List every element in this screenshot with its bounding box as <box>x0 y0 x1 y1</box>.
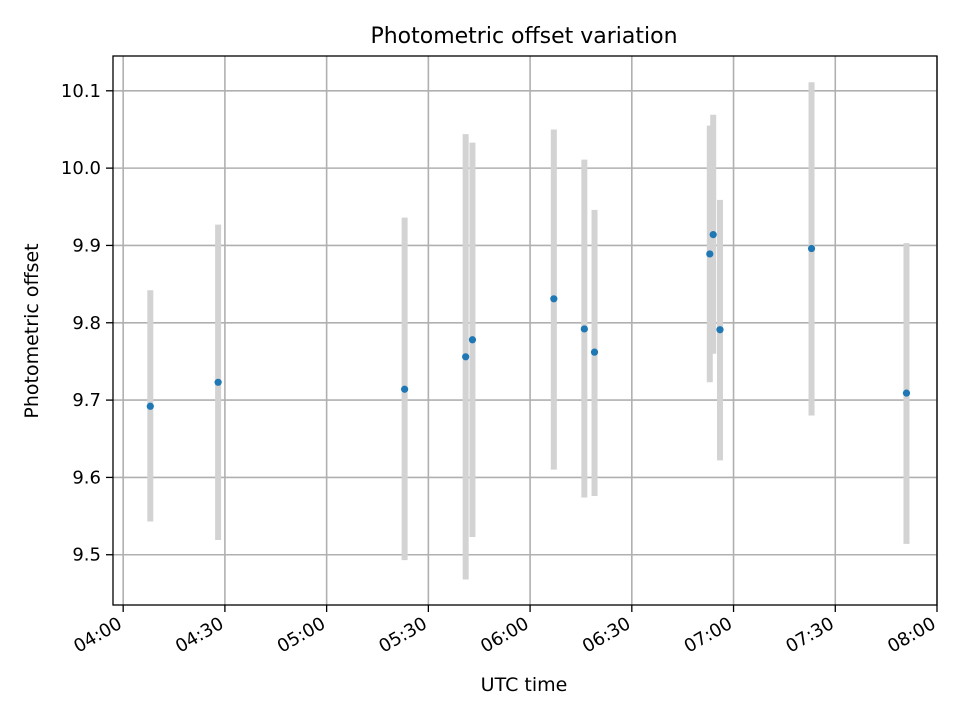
y-tick-label: 10.1 <box>61 81 101 102</box>
data-point <box>590 348 599 356</box>
y-tick-label: 10.0 <box>61 158 101 179</box>
grid-lines <box>113 56 938 605</box>
y-tick-label: 9.5 <box>72 545 101 566</box>
data-point <box>902 389 911 397</box>
data-point <box>706 250 714 258</box>
data-point <box>401 385 409 393</box>
y-axis-title: Photometric offset <box>21 243 43 418</box>
data-point <box>580 325 588 333</box>
y-tick-label: 9.7 <box>72 390 101 411</box>
y-axis-ticks: 9.5 9.6 9.7 9.8 9.9 10.0 10.1 <box>61 81 113 566</box>
axes <box>112 55 938 606</box>
data-point <box>716 326 724 334</box>
y-tick-label: 9.9 <box>72 235 101 256</box>
y-tick-label: 9.8 <box>72 313 101 334</box>
data-points <box>146 231 911 410</box>
x-axis-title: UTC time <box>481 674 568 696</box>
data-point <box>807 244 816 253</box>
plot-frame <box>112 55 938 606</box>
data-point <box>468 336 477 344</box>
y-tick-label: 9.6 <box>72 467 101 488</box>
data-point <box>462 353 470 361</box>
data-point <box>146 402 154 410</box>
data-point <box>709 231 717 239</box>
data-point <box>550 295 558 303</box>
data-point <box>214 378 222 386</box>
chart-title: Photometric offset variation <box>370 24 677 49</box>
